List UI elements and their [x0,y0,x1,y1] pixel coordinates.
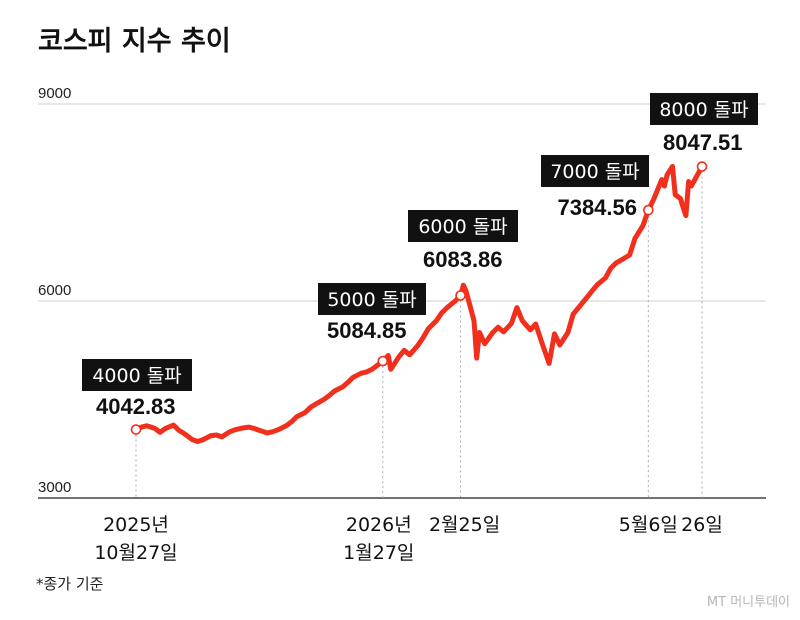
callout-box-5 [650,93,758,125]
callout-box-2 [318,283,426,315]
x-tick-label-2-2: 1월27일 [343,542,414,564]
callout-label-2: 5000 돌파 [327,289,416,311]
y-tick-9000: 9000 [38,85,71,102]
callout-box-4 [541,155,649,187]
kospi-line [133,163,705,444]
callout-box-3 [408,210,518,242]
y-axis: 9000 6000 3000 [38,85,71,496]
callout-label-3: 6000 돌파 [418,216,507,238]
chart-title: 코스피 지수 추이 [38,26,231,57]
annotation-point-1 [130,424,142,435]
x-tick-label-3-1: 2월25일 [429,514,500,536]
series-group [133,163,705,444]
x-tick-label-1-1: 2025년 [103,514,169,536]
callout-label-1: 4000 돌파 [92,365,181,387]
x-tick-label-4-1: 5월6일 [619,514,678,536]
credit-logo: MT 머니투데이 [707,595,790,610]
value-label-5: 8047.51 [663,130,743,155]
callout-label-5: 8000 돌파 [659,99,748,121]
x-tick-label-5-1: 26일 [681,514,723,536]
x-tick-label-1-2: 10월27일 [94,542,177,564]
footnote: *종가 기준 [36,575,104,593]
x-axis: 2025년 10월27일 2026년 1월27일 2월25일 5월6일 26일 [94,514,723,564]
value-label-1: 4042.83 [96,394,176,419]
value-label-4: 7384.56 [557,195,637,220]
callouts: 4000 돌파 4042.83 5000 돌파 5084.85 6000 돌파 6083.… [82,93,758,419]
value-label-2: 5084.85 [327,318,407,343]
annotation-point-2 [377,355,389,367]
annotation-point-3 [455,290,466,301]
annotation-point-4 [643,204,654,216]
callout-box-1 [82,359,192,391]
value-label-3: 6083.86 [423,247,503,272]
callout-label-4: 7000 돌파 [550,161,639,183]
x-tick-label-2-1: 2026년 [346,514,412,536]
y-tick-6000: 6000 [38,282,71,299]
annotation-point-5 [696,161,708,172]
guide-lines [135,166,703,498]
y-tick-3000: 3000 [38,479,71,496]
annotation-points [130,161,708,435]
